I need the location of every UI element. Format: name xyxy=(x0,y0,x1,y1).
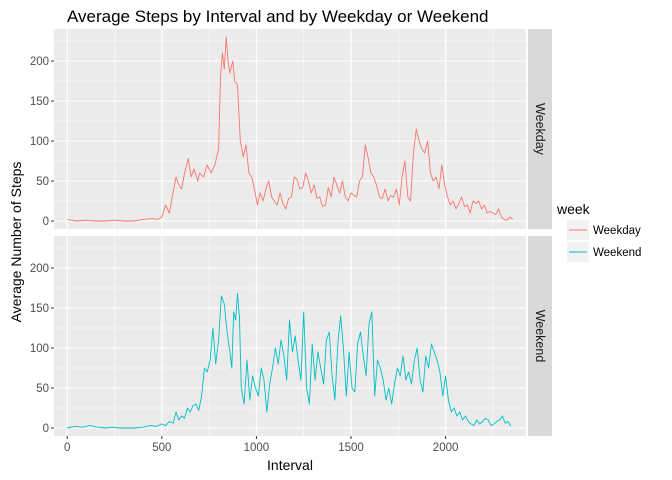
x-tick-label: 2000 xyxy=(433,442,459,454)
y-tick-label: 200 xyxy=(30,56,49,68)
panel-weekend: 0 50 100 150 200 Weekend xyxy=(30,236,552,436)
y-tick-label: 100 xyxy=(30,343,49,355)
x-axis-title: Interval xyxy=(267,457,313,473)
legend-key-weekday: Weekday xyxy=(567,220,641,240)
panel-background xyxy=(54,236,526,436)
panel-background xyxy=(54,29,526,229)
facet-strip xyxy=(528,236,552,436)
legend: week Weekday Weekend xyxy=(556,201,641,262)
y-tick-label: 50 xyxy=(36,176,49,188)
y-tick-label: 150 xyxy=(30,96,49,108)
legend-title: week xyxy=(556,201,591,217)
facet-strip xyxy=(528,29,552,229)
facet-strip-label: Weekend xyxy=(533,310,547,363)
x-tick-label: 1500 xyxy=(338,442,364,454)
y-tick-label: 200 xyxy=(30,263,49,275)
legend-keys: Weekday Weekend xyxy=(567,220,641,262)
legend-label: Weekday xyxy=(593,225,641,237)
series-line-weekend xyxy=(67,293,512,429)
y-axis-title: Average Number of Steps xyxy=(8,162,24,323)
y-tick-label: 0 xyxy=(43,423,49,435)
facet-strip-label: Weekday xyxy=(533,103,547,156)
facet-panels: 0 50 100 150 200 Weekday 0 50 100 150 200 Weekend 0 5… xyxy=(30,29,552,454)
x-tick-label: 0 xyxy=(64,442,70,454)
chart-title: Average Steps by Interval and by Weekday… xyxy=(67,7,488,26)
y-tick-label: 0 xyxy=(43,216,49,228)
x-tick-label: 1000 xyxy=(244,442,270,454)
y-tick-label: 150 xyxy=(30,303,49,315)
x-axis: 0 500 1000 1500 2000 xyxy=(64,436,458,454)
x-tick-label: 500 xyxy=(152,442,171,454)
y-axis-title-group: Average Number of Steps xyxy=(8,162,24,323)
legend-key-weekend: Weekend xyxy=(567,242,641,262)
series-line-weekday xyxy=(67,36,514,222)
legend-label: Weekend xyxy=(593,247,641,259)
panel-weekday: 0 50 100 150 200 Weekday xyxy=(30,29,552,229)
y-tick-label: 100 xyxy=(30,136,49,148)
y-tick-label: 50 xyxy=(36,383,49,395)
